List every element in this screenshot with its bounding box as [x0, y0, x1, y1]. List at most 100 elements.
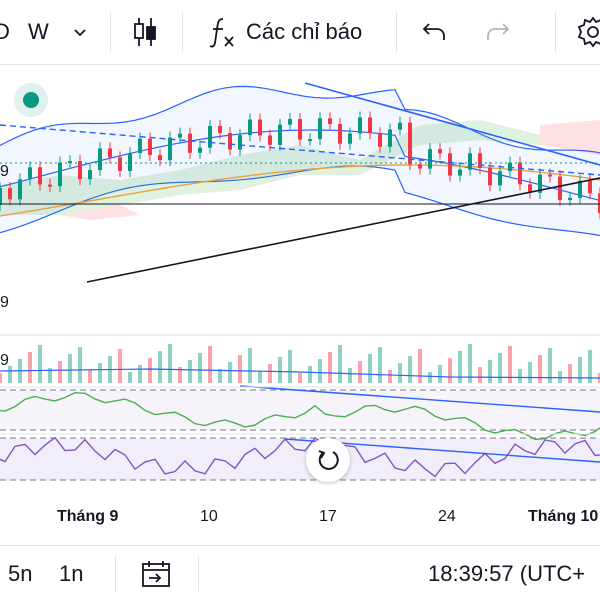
clock-label: 18:39:57 (UTC+: [428, 560, 586, 586]
volume-bar: [178, 367, 182, 383]
undo-button[interactable]: [420, 0, 448, 64]
toolbar-divider: [555, 12, 556, 52]
candle-body: [58, 162, 62, 187]
volume-bar: [458, 351, 462, 383]
moving-average-line: [0, 164, 600, 217]
candle-body: [438, 149, 442, 154]
rsi-line: [0, 436, 600, 478]
chart-canvas[interactable]: [0, 65, 600, 545]
candle-body: [488, 168, 492, 186]
candle-body: [338, 124, 342, 144]
volume-bar: [488, 360, 492, 383]
chart-area[interactable]: [0, 65, 600, 545]
calendar-goto-icon: [142, 560, 170, 587]
redo-icon: [487, 23, 510, 40]
candle-body: [478, 153, 482, 169]
volume-bar: [8, 366, 12, 383]
bollinger-upper-line: [0, 85, 600, 154]
candle-body: [418, 164, 422, 169]
volume-bar: [158, 351, 162, 383]
volume-bar: [288, 350, 292, 383]
market-status-indicator[interactable]: [14, 83, 48, 117]
candle-body: [228, 133, 232, 150]
candlestick-icon: [134, 18, 156, 46]
volume-bar: [28, 352, 32, 383]
volume-bar: [378, 347, 382, 383]
candle-body: [368, 117, 372, 134]
toolbar-divider: [182, 12, 183, 52]
candle-body: [558, 176, 562, 201]
candle-body: [258, 119, 262, 136]
bollinger-lower-line: [0, 165, 600, 237]
settings-button[interactable]: [576, 0, 600, 64]
bottom-divider: [115, 556, 116, 591]
candle-body: [8, 188, 12, 200]
volume-bar: [278, 357, 282, 383]
status-dot-icon: [23, 92, 39, 108]
chart-type-button[interactable]: [130, 0, 160, 64]
rsi-band: [0, 438, 600, 480]
dashed-trend-line: [0, 124, 600, 176]
volume-bar: [548, 348, 552, 383]
candle-body: [548, 174, 552, 177]
volume-bar: [248, 348, 252, 383]
volume-bar: [78, 347, 82, 383]
undo-icon: [422, 23, 445, 40]
time-axis[interactable]: Tháng 9 10 17 24 Tháng 10: [0, 500, 600, 532]
volume-bar: [48, 368, 52, 383]
candle-body: [268, 135, 272, 145]
volume-bar: [118, 349, 122, 383]
redo-button[interactable]: [484, 0, 512, 64]
indicators-button[interactable]: Các chỉ báo: [206, 0, 362, 64]
time-axis-label: Tháng 9: [57, 508, 119, 525]
range-1n-button[interactable]: 1n: [59, 546, 83, 601]
interval-w-button[interactable]: W: [28, 0, 49, 64]
candle-body: [118, 157, 122, 171]
reset-chart-button[interactable]: [306, 438, 350, 482]
volume-bar: [418, 349, 422, 383]
toolbar-divider: [396, 12, 397, 52]
candle-body: [498, 171, 502, 186]
range-5n-button[interactable]: 5n: [8, 546, 32, 601]
volume-bar: [358, 361, 362, 383]
candle-body: [398, 122, 402, 130]
toolbar-divider: [110, 12, 111, 52]
volume-bar: [528, 362, 532, 383]
volume-bar: [58, 361, 62, 383]
clock-timezone-button[interactable]: 18:39:57 (UTC+: [428, 546, 585, 601]
candle-body: [0, 188, 2, 205]
time-axis-label: 10: [200, 508, 218, 525]
goto-date-button[interactable]: [140, 546, 172, 601]
reset-icon: [318, 450, 339, 470]
candle-body: [168, 137, 172, 161]
candle-body: [528, 184, 532, 193]
interval-dropdown-button[interactable]: [72, 0, 88, 64]
volume-bar: [328, 352, 332, 383]
volume-bar: [408, 356, 412, 383]
volume-bar: [238, 355, 242, 383]
candle-body: [448, 153, 452, 176]
interval-d-button[interactable]: D: [0, 0, 10, 64]
volume-bar: [228, 362, 232, 383]
volume-bar: [148, 358, 152, 383]
volume-bar: [0, 373, 2, 383]
candle-body: [178, 133, 182, 138]
candle-body: [98, 148, 102, 171]
volume-bar: [428, 372, 432, 383]
candle-body: [388, 129, 392, 147]
price-scale-label: 9: [0, 352, 9, 369]
volume-bar: [468, 344, 472, 383]
ichimoku-cloud-red: [540, 120, 600, 155]
candle-body: [278, 124, 282, 145]
range-5n-label: 5n: [8, 560, 33, 586]
ascending-trend-line: [86, 177, 600, 283]
volume-bar: [578, 357, 582, 383]
volume-bar: [318, 359, 322, 383]
time-axis-label: 17: [319, 508, 337, 525]
volume-bar: [518, 369, 522, 383]
volume-bar: [88, 370, 92, 383]
candle-body: [198, 147, 202, 153]
candle-body: [218, 125, 222, 134]
volume-bar: [258, 371, 262, 383]
candle-body: [518, 162, 522, 185]
